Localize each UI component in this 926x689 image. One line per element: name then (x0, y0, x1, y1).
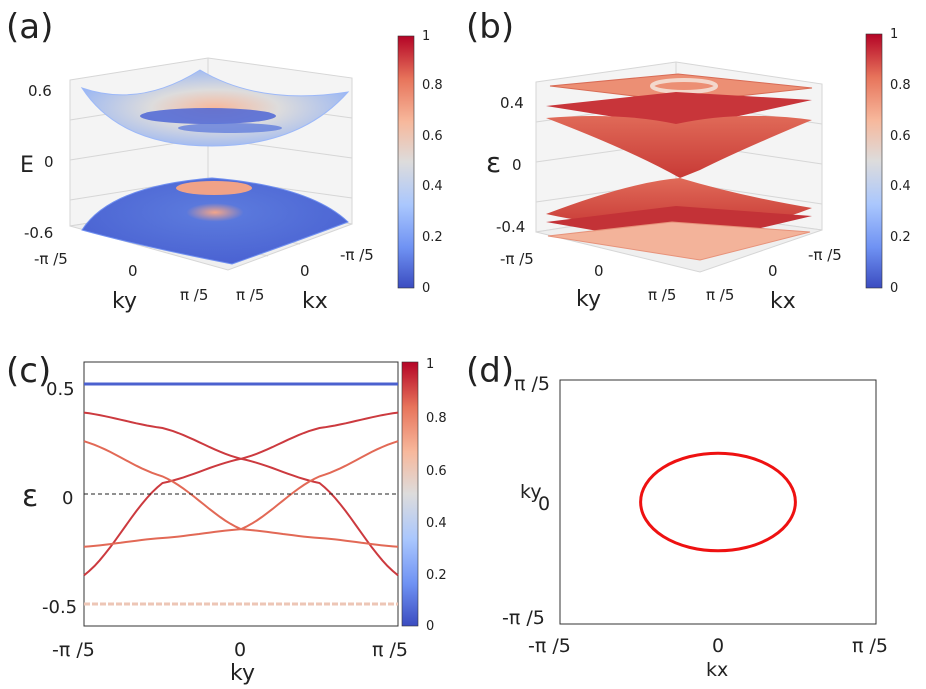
panel-c: (c) ε 0.5 0 -0.5 -π /5 0 π /5 ky 0 0.2 0… (6, 351, 447, 686)
panel-b-top-ring (650, 78, 718, 94)
panel-d-ytick-2: -π /5 (502, 607, 545, 629)
panel-b-cbtick-3: 0.6 (890, 129, 911, 144)
panel-c-xtick-2: π /5 (372, 639, 408, 661)
panel-a-lower-center-patch (176, 181, 252, 195)
panel-a-kytick-1: 0 (128, 262, 138, 280)
panel-b-flat-bottom (547, 221, 811, 261)
panel-a-colorbar: 0 0.2 0.4 0.6 0.8 1 (397, 29, 443, 296)
panel-a-kxlabel: kx (302, 289, 328, 314)
panel-b-upper-sheet-2 (546, 115, 812, 178)
panel-d-ytick-1: 0 (538, 493, 550, 515)
panel-a-kytick-0: -π /5 (34, 250, 68, 268)
panel-b-kxtick-0: π /5 (706, 286, 734, 304)
panel-b-cbtick-0: 0 (890, 281, 898, 296)
panel-a-label: (a) (6, 7, 53, 47)
panel-b-upper-sheet-1 (546, 92, 812, 128)
panel-b-zlabel: ε (486, 146, 501, 179)
panel-c-ytick-2: -0.5 (42, 597, 77, 618)
panel-a-lower-band (81, 177, 349, 265)
panel-b-kytick-2: π /5 (648, 286, 676, 304)
panel-a-kytick-2: π /5 (180, 286, 208, 304)
panel-d-ylabel: ky (520, 481, 542, 503)
panel-b-colorbar: 0 0.2 0.4 0.6 0.8 1 (865, 27, 911, 296)
panel-c-series-band-2 (83, 411, 399, 577)
panel-c-cbtick-3: 0.6 (426, 464, 447, 479)
panel-a-ztick-bottom: -0.6 (24, 224, 53, 242)
panel-a-ztick-mid: 0 (44, 153, 54, 171)
panel-a-cbtick-1: 0.2 (422, 230, 443, 245)
panel-c-xlabel: ky (230, 661, 255, 686)
panel-a-upper-inner-ring-2 (178, 123, 282, 133)
panel-b-ztick-mid: 0 (512, 156, 522, 174)
panel-d-xtick-0: -π /5 (528, 635, 571, 657)
panel-a-kxtick-0: π /5 (236, 286, 264, 304)
panel-b-kxtick-2: -π /5 (808, 246, 842, 264)
panel-a-cbtick-0: 0 (422, 281, 430, 296)
panel-b: (b) ε 0.4 0 -0.4 -π /5 0 π /5 ky (466, 7, 911, 314)
panel-c-xtick-0: -π /5 (52, 639, 95, 661)
panel-a-kylabel: ky (112, 289, 137, 314)
panel-c-cbtick-0: 0 (426, 619, 434, 634)
panel-d-xtick-2: π /5 (852, 635, 888, 657)
panel-d: (d) π /5 0 -π /5 ky -π /5 0 π /5 kx (466, 351, 888, 681)
panel-c-cbtick-4: 0.8 (426, 411, 447, 426)
panel-d-xlabel: kx (706, 659, 728, 681)
panel-c-xtick-1: 0 (234, 639, 246, 661)
panel-a-kxtick-1: 0 (300, 262, 310, 280)
panel-c-ylabel: ε (22, 479, 38, 514)
panel-a-cbtick-4: 0.8 (422, 78, 443, 93)
panel-a-kxtick-2: -π /5 (340, 246, 374, 264)
panel-b-kylabel: ky (576, 287, 601, 312)
panel-c-colorbar: 0 0.2 0.4 0.6 0.8 1 (401, 357, 447, 634)
panel-b-ztick-top: 0.4 (500, 94, 524, 112)
panel-b-kytick-0: -π /5 (500, 250, 534, 268)
panel-c-ytick-1: 0 (62, 488, 73, 509)
panel-c-cbtick-1: 0.2 (426, 568, 447, 583)
panel-a-cbtick-5: 1 (422, 29, 430, 44)
panel-a: (a) E 0.6 0 -0.6 -π /5 0 (6, 7, 443, 314)
panel-c-lines (83, 382, 399, 606)
panel-b-kxtick-1: 0 (768, 262, 778, 280)
panel-c-ytick-0: 0.5 (46, 379, 75, 400)
panel-b-ztick-bottom: -0.4 (496, 218, 525, 236)
panel-a-upper-band (80, 69, 350, 147)
panel-a-ztick-top: 0.6 (28, 82, 52, 100)
panel-b-cbtick-5: 1 (890, 27, 898, 42)
panel-d-xtick-1: 0 (712, 635, 724, 657)
panel-c-cbtick-2: 0.4 (426, 516, 447, 531)
panel-d-lines (639, 451, 797, 553)
panel-b-cbtick-2: 0.4 (890, 179, 911, 194)
panel-b-cbtick-4: 0.8 (890, 78, 911, 93)
panel-d-series-fermi-contour (639, 451, 797, 553)
panel-b-kytick-1: 0 (594, 262, 604, 280)
panel-b-cbtick-1: 0.2 (890, 230, 911, 245)
panel-a-cbtick-2: 0.4 (422, 179, 443, 194)
panel-b-label: (b) (466, 7, 514, 47)
panel-d-ytick-0: π /5 (514, 373, 550, 395)
panel-a-upper-inner-ring (140, 108, 276, 124)
panel-c-series-band-4 (83, 440, 399, 548)
panel-c-cbtick-5: 1 (426, 357, 434, 372)
panel-c-label: (c) (6, 351, 51, 391)
panel-a-zlabel: E (20, 153, 34, 178)
panel-a-cbtick-3: 0.6 (422, 129, 443, 144)
panel-d-frame (559, 379, 877, 625)
panel-b-kxlabel: kx (770, 289, 796, 314)
panel-d-label: (d) (466, 351, 514, 391)
